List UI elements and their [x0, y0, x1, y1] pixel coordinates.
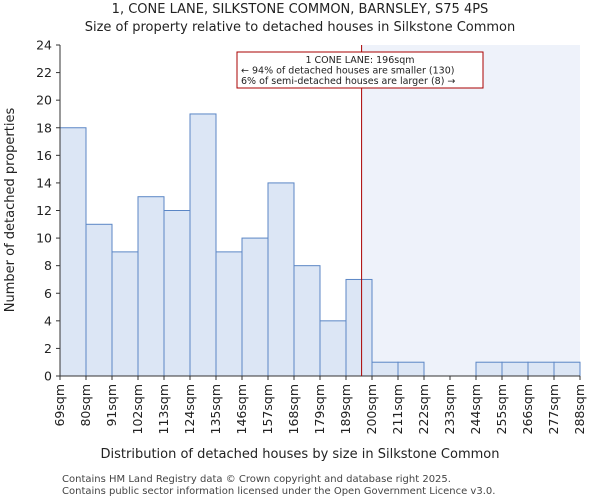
y-tick-label: 18 — [36, 120, 52, 135]
annotation-line: 6% of semi-detached houses are larger (8… — [241, 76, 455, 87]
histogram-bar — [345, 278, 373, 377]
x-tick-label: 244sqm — [468, 384, 483, 434]
x-tick-label: 255sqm — [494, 384, 509, 434]
y-tick-label: 8 — [44, 258, 52, 273]
histogram-bar — [111, 251, 139, 377]
x-tick-label: 211sqm — [390, 384, 405, 434]
y-tick-label: 16 — [36, 148, 52, 163]
y-tick-label: 4 — [44, 313, 52, 328]
y-tick-label: 6 — [44, 286, 52, 301]
x-tick-label: 157sqm — [260, 384, 275, 434]
x-tick-label: 102sqm — [130, 384, 145, 434]
x-tick-label: 146sqm — [234, 384, 249, 434]
x-tick-label: 222sqm — [416, 384, 431, 434]
histogram-bar — [163, 210, 191, 377]
x-axis-label: Distribution of detached houses by size … — [101, 447, 500, 462]
histogram-bar — [319, 320, 347, 377]
histogram-bar — [85, 223, 113, 377]
y-tick-label: 14 — [36, 175, 52, 190]
annotation-box — [236, 51, 484, 89]
y-tick-label: 10 — [36, 231, 52, 246]
histogram-bar — [137, 196, 165, 377]
histogram-bar — [397, 361, 425, 377]
y-tick-label: 2 — [44, 341, 52, 356]
y-tick-label: 24 — [36, 38, 52, 53]
histogram-bar — [553, 361, 581, 377]
x-tick-label: 277sqm — [546, 384, 561, 434]
histogram-bar — [501, 361, 529, 377]
x-tick-label: 113sqm — [156, 384, 171, 434]
histogram-bar — [371, 361, 399, 377]
histogram-bar — [267, 182, 295, 377]
annotation-line: 1 CONE LANE: 196sqm — [305, 55, 414, 66]
larger-region-shade — [361, 45, 580, 376]
x-tick-label: 91sqm — [104, 384, 119, 427]
x-tick-label: 179sqm — [312, 384, 327, 434]
x-tick-label: 69sqm — [52, 384, 67, 427]
chart-title: 1, CONE LANE, SILKSTONE COMMON, BARNSLEY… — [112, 2, 489, 17]
x-tick-label: 80sqm — [78, 384, 93, 427]
x-tick-label: 168sqm — [286, 384, 301, 434]
chart-subtitle: Size of property relative to detached ho… — [85, 20, 516, 35]
x-tick-label: 124sqm — [182, 384, 197, 434]
histogram-bar — [215, 251, 243, 377]
histogram-bar — [527, 361, 555, 377]
histogram-bar — [293, 265, 321, 377]
x-tick-label: 266sqm — [520, 384, 535, 434]
y-axis-label: Number of detached properties — [3, 108, 18, 313]
histogram-bar — [241, 237, 269, 377]
x-tick-label: 288sqm — [572, 384, 587, 434]
histogram-bar — [59, 127, 87, 377]
x-tick-label: 200sqm — [364, 384, 379, 434]
x-tick-label: 233sqm — [442, 384, 457, 434]
footer-line-2: Contains public sector information licen… — [62, 486, 495, 497]
histogram-bar — [475, 361, 503, 377]
x-tick-label: 189sqm — [338, 384, 353, 434]
x-tick-label: 135sqm — [208, 384, 223, 434]
y-tick-label: 0 — [44, 369, 52, 384]
footer-line-1: Contains HM Land Registry data © Crown c… — [62, 474, 451, 485]
y-tick-label: 20 — [36, 93, 52, 108]
histogram-bar — [189, 113, 217, 377]
annotation-line: ← 94% of detached houses are smaller (13… — [241, 66, 454, 77]
y-tick-label: 12 — [36, 203, 52, 218]
y-tick-label: 22 — [36, 65, 52, 80]
